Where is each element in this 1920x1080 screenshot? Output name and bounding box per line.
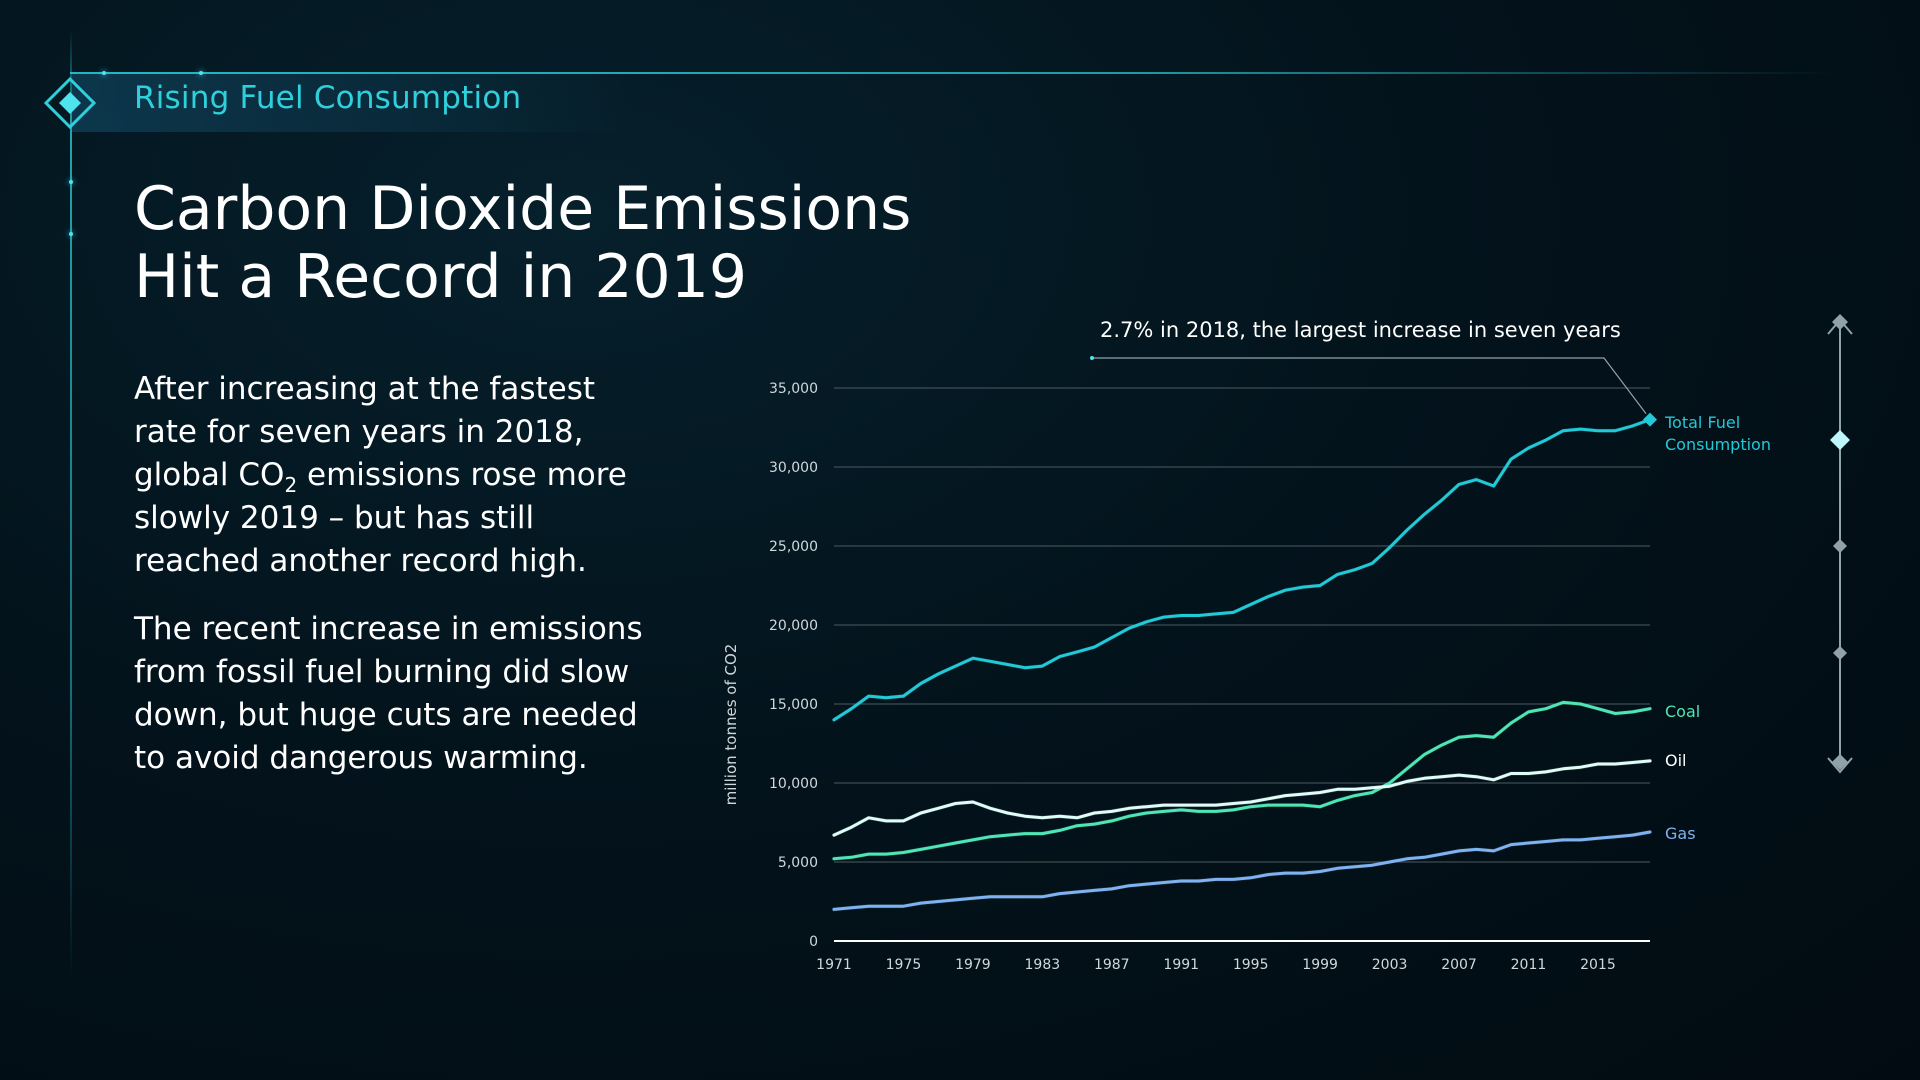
x-tick-label: 1999 (1302, 957, 1338, 973)
chart-annotation: 2.7% in 2018, the largest increase in se… (1100, 318, 1621, 342)
x-tick-label: 1983 (1025, 957, 1061, 973)
header-band (72, 74, 632, 132)
annotation-marker-icon (1643, 412, 1657, 427)
x-tick-label: 1995 (1233, 957, 1269, 973)
x-tick-label: 1979 (955, 957, 991, 973)
series-line-oil (832, 759, 1652, 837)
legend-label-coal: Coal (1665, 702, 1701, 721)
body-paragraph-2: The recent increase in emissions from fo… (134, 611, 643, 776)
left-divider-line (70, 30, 72, 980)
y-tick-label: 35,000 (769, 381, 818, 397)
emissions-chart: 0 5,000 10,000 15,000 20,000 25,000 30,000 35,0… (700, 300, 1840, 1000)
x-tick-label: 2003 (1372, 957, 1408, 973)
series-line-total-glow (832, 417, 1652, 722)
x-tick-label: 2011 (1511, 957, 1547, 973)
nav-current-diamond-icon[interactable] (1830, 430, 1850, 450)
x-tick-label: 1975 (886, 957, 922, 973)
y-tick-label: 5,000 (778, 855, 818, 871)
series-line-total (832, 418, 1652, 722)
co2-subscript: 2 (284, 473, 298, 498)
top-divider-line (70, 72, 1840, 74)
body-paragraph-1: After increasing at the fastest rate for… (134, 368, 654, 583)
annotation-dot (1090, 356, 1094, 360)
nav-down-chevron-icon[interactable] (1827, 757, 1853, 774)
body-paragraph-1-end: emissions rose more slowly 2019 – but ha… (134, 457, 627, 579)
legend-label-oil: Oil (1665, 751, 1687, 770)
nav-diamond-icon[interactable] (1833, 539, 1847, 553)
series-line-coal (832, 700, 1652, 861)
x-tick-label: 2007 (1441, 957, 1477, 973)
slide-nav (1827, 314, 1853, 774)
y-tick-label: 30,000 (769, 460, 818, 476)
accent-dot (69, 180, 73, 184)
nav-diamond-icon[interactable] (1833, 646, 1847, 660)
body-paragraph-1-start: After increasing at the fastest rate for… (134, 371, 596, 493)
legend-label-total: Total Fuel Consumption (1665, 413, 1771, 454)
diamond-logo-icon (44, 77, 96, 129)
y-tick-label: 0 (809, 934, 818, 950)
x-tick-label: 1971 (816, 957, 852, 973)
x-tick-label: 1991 (1163, 957, 1199, 973)
section-title: Rising Fuel Consumption (134, 80, 522, 116)
series-line-coal-glow (832, 700, 1652, 861)
page-title-line-2: Hit a Record in 2019 (134, 242, 748, 312)
y-tick-label: 10,000 (769, 776, 818, 792)
annotation-leader-line (1092, 357, 1647, 414)
accent-dot (69, 232, 73, 236)
emissions-chart-svg: 0 5,000 10,000 15,000 20,000 25,000 30,000 35,0… (722, 356, 1657, 973)
y-tick-label: 15,000 (769, 697, 818, 713)
y-tick-label: 25,000 (769, 539, 818, 555)
page-title: Carbon Dioxide Emissions Hit a Record in… (134, 175, 934, 311)
accent-dot (199, 71, 203, 75)
legend-label-gas: Gas (1665, 824, 1696, 843)
y-tick-label: 20,000 (769, 618, 818, 634)
x-tick-label: 2015 (1580, 957, 1616, 973)
nav-top-diamond-icon[interactable] (1832, 314, 1848, 330)
x-tick-label: 1987 (1094, 957, 1130, 973)
nav-bottom-diamond-icon[interactable] (1832, 754, 1848, 770)
page-title-line-1: Carbon Dioxide Emissions (134, 174, 912, 244)
y-axis-label: million tonnes of CO2 (722, 644, 740, 806)
accent-dot (102, 71, 106, 75)
series-line-gas (832, 830, 1652, 911)
